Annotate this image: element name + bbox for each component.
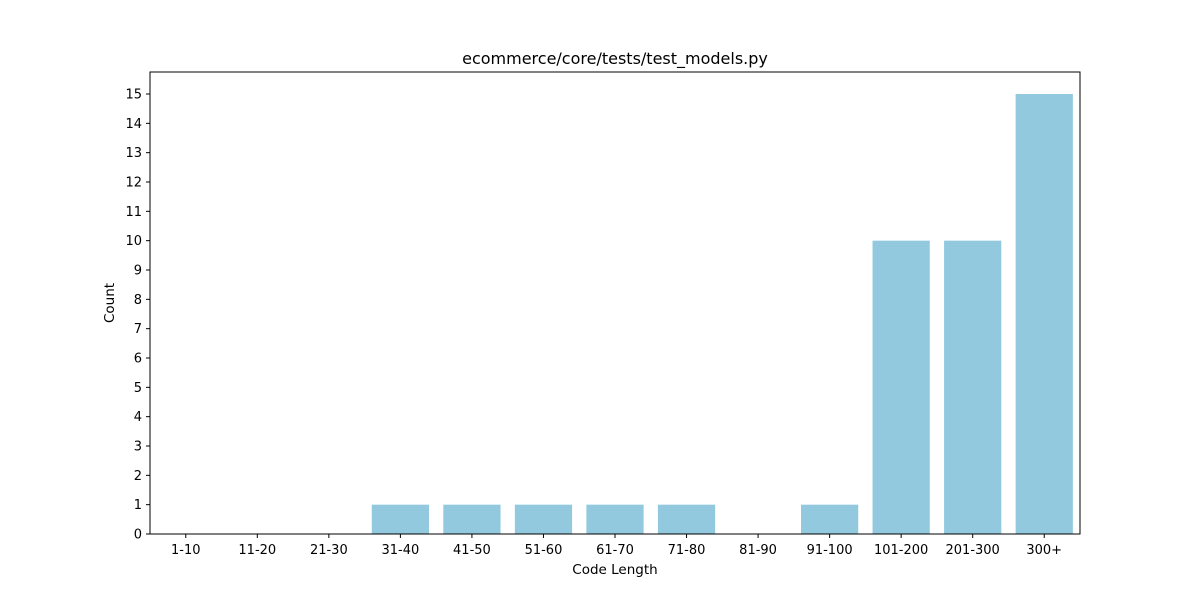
y-tick-label: 7 [134,322,142,337]
bar-61-70 [586,504,644,534]
x-tick-label: 31-40 [381,543,419,558]
y-axis-label: Count [102,283,118,323]
bar-51-60 [514,504,573,534]
plot-frame [149,71,1081,535]
x-axis: 1-10 11-20 21-30 31-40 41-50 51-60 61-70 71-80 8… [171,534,1062,558]
x-tick-label: 71-80 [668,543,706,558]
y-tick-label: 5 [134,381,142,396]
x-tick-label: 300+ [1026,543,1062,558]
chart-title: ecommerce/core/tests/test_models.py [462,49,768,69]
y-tick-label: 13 [125,146,142,161]
y-tick-label: 4 [134,410,142,425]
bar-31-40 [371,504,429,534]
x-tick-label: 201-300 [946,543,1000,558]
y-tick-label: 14 [125,117,142,132]
y-tick-label: 3 [134,440,142,455]
bars-layer [371,94,1073,535]
bar-71-80 [657,504,716,534]
y-tick-label: 12 [125,176,142,191]
bar-91-100 [801,504,859,534]
x-tick-label: 11-20 [238,543,276,558]
x-axis-label: Code Length [572,562,657,578]
y-tick-label: 1 [134,498,142,513]
y-tick-label: 10 [125,234,142,249]
y-tick-label: 11 [125,205,142,220]
x-tick-label: 1-10 [171,543,201,558]
y-tick-label: 2 [134,469,142,484]
x-tick-label: 41-50 [453,543,491,558]
bar-201-300 [944,240,1002,535]
x-tick-label: 81-90 [739,543,777,558]
bar-101-200 [872,240,930,535]
y-tick-label: 6 [134,352,142,367]
x-tick-label: 101-200 [874,543,928,558]
y-tick-label: 8 [134,293,142,308]
x-tick-label: 21-30 [310,543,348,558]
x-tick-label: 91-100 [807,543,853,558]
y-tick-label: 15 [125,88,142,103]
bar-41-50 [443,504,501,534]
y-tick-label: 0 [134,528,142,543]
x-tick-label: 51-60 [525,543,563,558]
x-tick-label: 61-70 [596,543,634,558]
y-tick-label: 9 [134,264,142,279]
bar-300+ [1015,94,1073,534]
